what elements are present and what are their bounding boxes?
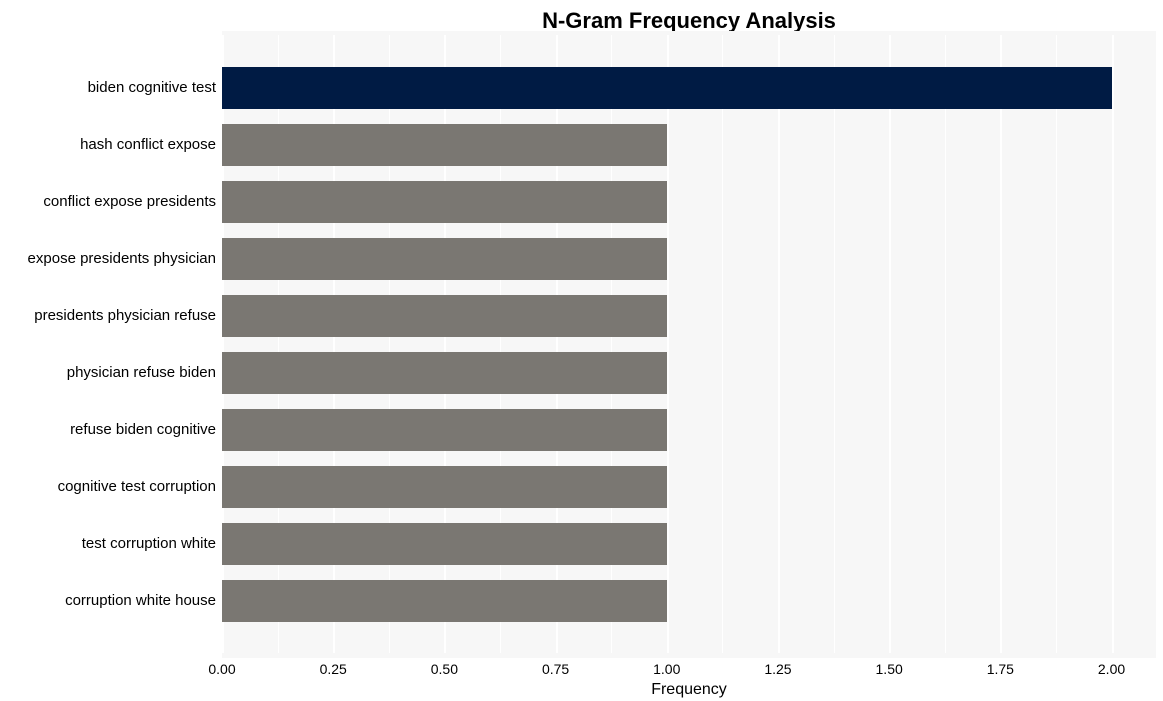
y-axis-label: physician refuse biden xyxy=(67,364,222,381)
x-tick-label: 1.25 xyxy=(764,653,791,677)
x-tick-label: 0.25 xyxy=(320,653,347,677)
bar xyxy=(222,352,667,394)
gridline-minor xyxy=(1056,35,1057,653)
gridline-minor xyxy=(722,35,723,653)
bar xyxy=(222,523,667,565)
y-axis-label: biden cognitive test xyxy=(88,79,222,96)
y-axis-label: conflict expose presidents xyxy=(43,193,222,210)
y-axis-label: expose presidents physician xyxy=(28,250,222,267)
bar xyxy=(222,181,667,223)
y-axis-label: test corruption white xyxy=(82,535,222,552)
x-tick-label: 1.00 xyxy=(653,653,680,677)
x-tick-label: 0.75 xyxy=(542,653,569,677)
y-axis-label: refuse biden cognitive xyxy=(70,421,222,438)
bar xyxy=(222,466,667,508)
y-axis-label: corruption white house xyxy=(65,592,222,609)
bar xyxy=(222,580,667,622)
gridline-minor xyxy=(945,35,946,653)
x-tick-label: 2.00 xyxy=(1098,653,1125,677)
gridline-minor xyxy=(834,35,835,653)
x-tick-label: 0.00 xyxy=(208,653,235,677)
ngram-frequency-chart: N-Gram Frequency Analysis Frequency bide… xyxy=(0,0,1163,701)
bar xyxy=(222,238,667,280)
y-axis-label: cognitive test corruption xyxy=(58,478,222,495)
x-tick-label: 1.50 xyxy=(876,653,903,677)
gridline xyxy=(778,35,780,653)
plot-area: Frequency biden cognitive testhash confl… xyxy=(222,35,1156,653)
bar xyxy=(222,409,667,451)
gridline xyxy=(1000,35,1002,653)
bar xyxy=(222,67,1112,109)
y-axis-label: presidents physician refuse xyxy=(34,307,222,324)
gridline xyxy=(1112,35,1114,653)
x-tick-label: 1.75 xyxy=(987,653,1014,677)
gridline xyxy=(667,35,669,653)
gridline xyxy=(889,35,891,653)
x-tick-label: 0.50 xyxy=(431,653,458,677)
bar xyxy=(222,295,667,337)
y-axis-label: hash conflict expose xyxy=(80,136,222,153)
bar xyxy=(222,124,667,166)
